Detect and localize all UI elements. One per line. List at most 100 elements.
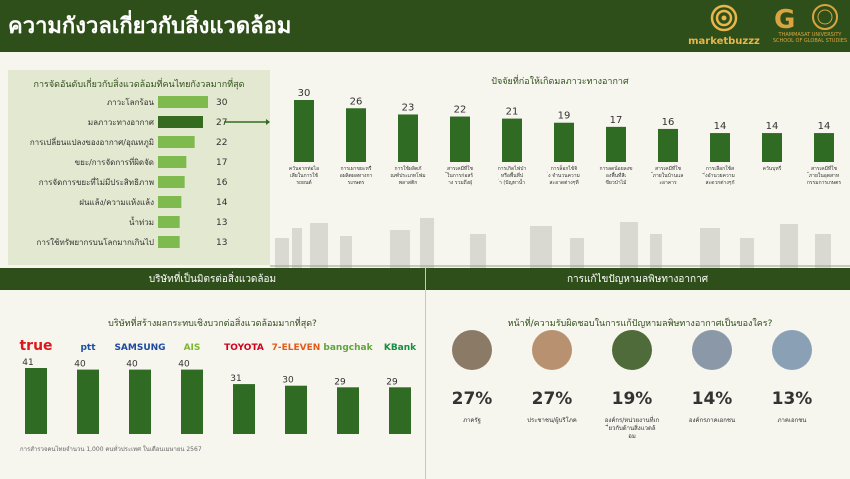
rank-category-label: การใช้ทรัพยากรบนโลกมากเกินไป [37,237,154,247]
ranking-panel [8,70,270,265]
svg-text:G: G [774,5,795,32]
skyline-building [570,238,584,268]
go-wordmark: THAMMASAT UNIVERSITY SCHOOL OF GLOBAL ST… [772,32,848,44]
pointer-arrow-head [266,119,270,125]
responsibility-title: หน้าที่/ความรับผิดชอบในการแก้ปัญหามลพิษท… [507,319,773,329]
company-logo-label: AIS [184,343,201,353]
factor-category-label: ควันจากท่อไอเสียในการใช้รถยนต์ [289,165,319,186]
ranking-chart: ภาวะโลกร้อน 30 มลภาวะทางอากาศ 27 การเปลี่ยนแ… [30,96,270,248]
rank-bar [158,136,195,148]
marketbuzzz-icon [710,4,738,32]
company-bar [77,369,99,434]
rank-category-label: การเปลี่ยนแปลงของอากาศ/อุณหภูมิ [30,136,154,148]
header-bar: ความกังวลเกี่ยวกับสิ่งแวดล้อม marketbuzz… [0,0,850,52]
rank-value-label: 13 [216,238,227,248]
rank-category-label: ขยะ/การจัดการที่ผิดจัด [75,156,154,167]
factor-value-label: 14 [818,121,831,132]
skyline-building [650,234,662,268]
factor-bar [658,128,678,162]
rank-bar [158,116,203,128]
factor-value-label: 16 [662,117,675,128]
rank-bar [158,156,187,168]
company-value-label: 30 [282,376,294,386]
factor-category-label: สารเคมีที่ใช้ภายในบ้านและอาคาร [651,165,684,186]
company-bar [337,387,359,434]
factor-value-label: 26 [350,96,363,107]
rank-value-label: 13 [216,218,227,228]
responsibility-category-label: ภาคเอกชน [778,417,807,424]
rank-value-label: 22 [216,138,227,148]
factor-value-label: 14 [714,121,727,132]
stakeholder-photo-icon [532,330,572,370]
factor-category-label: การเผาขยะหรือผลิตผลทางการเกษตร [340,165,373,186]
responsibility-chart: 27% ภาครัฐ 27% ประชาชน/ผู้บริโภค 19% องค์กร/ห… [452,330,812,440]
responsibility-category-label: องค์กรภาคเอกชน [689,416,735,424]
company-bar [389,387,411,434]
skyline-building [390,230,410,268]
responsibility-category-label: ประชาชน/ผู้บริโภค [527,416,577,424]
factor-value-label: 14 [766,121,779,132]
rank-value-label: 16 [216,178,228,188]
stakeholder-photo-icon [772,330,812,370]
rank-category-label: การจัดการขยะที่ไม่มีประสิทธิภาพ [39,176,154,187]
factor-bar [502,118,522,162]
skyline-building [740,238,754,268]
skyline-building [470,234,486,268]
rank-bar [158,176,185,188]
company-logo-label: bangchak [323,343,373,353]
factor-category-label: สารเคมีที่ใช้ภายในอุตสาหกรรมการเกษตร [807,165,842,186]
companies-title: บริษัทที่สร้างผลกระทบเชิงบวกต่อสิ่งแวดล้… [108,319,317,329]
factor-bar [814,133,834,162]
skyline-building [420,218,434,268]
factor-bar [450,116,470,162]
section-divider [425,268,426,479]
skyline-building [310,223,328,268]
rank-category-label: มลภาวะทางอากาศ [88,118,154,127]
survey-footnote: การสำรวจคนไทยจำนวน 1,000 คนทั่วประเทศ ใน… [20,446,202,453]
factor-value-label: 30 [298,88,311,99]
company-bar [129,369,151,434]
rank-bar [158,216,180,228]
company-value-label: 40 [178,360,190,370]
responsibility-category-label: ภาครัฐ [463,417,481,424]
rank-value-label: 14 [216,198,228,208]
company-bar [25,368,47,434]
company-value-label: 29 [386,377,398,387]
rank-category-label: น้ำท่วม [129,216,154,227]
factor-category-label: การเลือกใช้สิ่งอำนวยความสะดวกต่างๆกั [702,165,735,186]
rank-bar [158,236,180,248]
rank-value-label: 30 [216,98,228,108]
company-logo-label: ptt [80,343,96,353]
company-logo-label: 7-ELEVEN [272,343,321,353]
company-value-label: 40 [74,360,86,370]
factor-bar [554,122,574,162]
skyline-building [275,238,289,268]
factor-value-label: 21 [506,107,519,118]
factor-bar [346,108,366,162]
responsibility-category-label: องค์กร/หน่วยงานที่เกี่ยวกับด้านสิ่งแวดล้… [604,416,659,440]
skyline-building [620,222,638,268]
company-bar [233,384,255,434]
skyline-building [815,234,831,268]
stakeholder-photo-icon [612,330,652,370]
factors-chart: 30 ควันจากท่อไอเสียในการใช้รถยนต์ 26 การเผา… [270,88,850,268]
page-title: ความกังวลเกี่ยวกับสิ่งแวดล้อม [8,14,292,39]
company-logo-label: KBank [384,343,417,353]
rank-bar [158,196,182,208]
stakeholder-photo-icon [692,330,732,370]
ranking-title: การจัดอันดับเกี่ยวกับสิ่งแวดล้อมที่คนไทย… [33,80,245,90]
rank-category-label: ภาวะโลกร้อน [107,97,155,107]
go-emblem-icon: G [774,4,838,35]
company-bar [181,369,203,434]
factor-value-label: 19 [558,111,571,122]
factor-value-label: 23 [402,102,415,113]
marketbuzzz-logo: marketbuzzz [688,2,760,52]
factors-title: ปัจจัยที่ก่อให้เกิดมลภาวะทางอากาศ [491,77,629,87]
responsibility-percent: 14% [692,389,733,409]
factor-value-label: 17 [610,115,623,126]
marketbuzzz-wordmark: marketbuzzz [688,36,760,47]
rank-category-label: ฝนแล้ง/ความแห้งแล้ง [79,198,154,207]
factor-category-label: การล็อกไข้จิ่ง จำนวนความสะอาดต่างๆที [547,164,580,186]
skyline-building [530,226,552,268]
